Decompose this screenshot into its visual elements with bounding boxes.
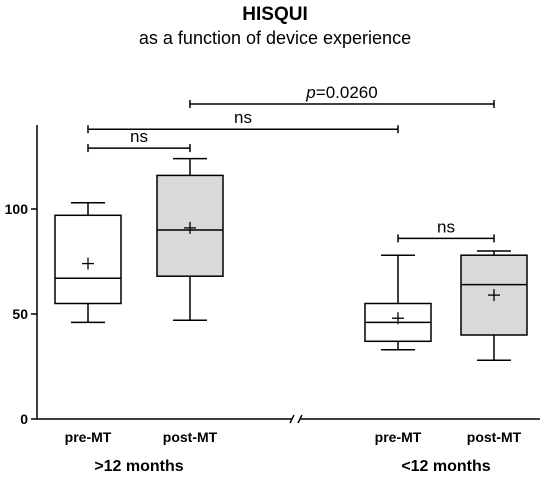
boxes (54, 157, 528, 361)
bracket-label: p=0.0260 (305, 83, 377, 102)
comparison-bracket: ns (87, 108, 399, 134)
y-tick-label: 0 (20, 411, 28, 427)
axes: 0 50 100 (5, 125, 540, 427)
y-tick-label: 50 (12, 306, 28, 322)
y-tick-label: 100 (5, 201, 29, 217)
comparison-bracket: ns (397, 217, 495, 243)
comparison-brackets: p=0.0260 ns ns ns (87, 83, 495, 243)
x-tick-label: post-MT (163, 429, 218, 445)
box-0 (54, 201, 122, 324)
x-tick-label: pre-MT (375, 429, 422, 445)
bracket-label: ns (130, 127, 148, 146)
group-label: <12 months (401, 458, 490, 475)
x-tick-label: pre-MT (65, 429, 112, 445)
box-1 (156, 157, 224, 322)
p-symbol: p (305, 83, 315, 102)
chart-title: HISQUI (242, 4, 308, 25)
p-value: =0.0260 (316, 83, 378, 102)
chart-subtitle: as a function of device experience (138, 28, 412, 48)
box-iqr (54, 214, 122, 305)
bracket-label: ns (437, 217, 455, 236)
comparison-bracket: p=0.0260 (189, 83, 495, 108)
category-labels: pre-MT post-MT pre-MT post-MT >12 months <12 … (65, 429, 522, 475)
axis-break-mark (289, 414, 295, 424)
axis-break-mark (297, 414, 303, 424)
bracket-label: ns (234, 108, 252, 127)
comparison-bracket: ns (87, 127, 191, 153)
x-tick-label: post-MT (467, 429, 522, 445)
group-label: >12 months (94, 458, 183, 475)
box-3 (460, 250, 528, 361)
box-2 (364, 254, 432, 351)
